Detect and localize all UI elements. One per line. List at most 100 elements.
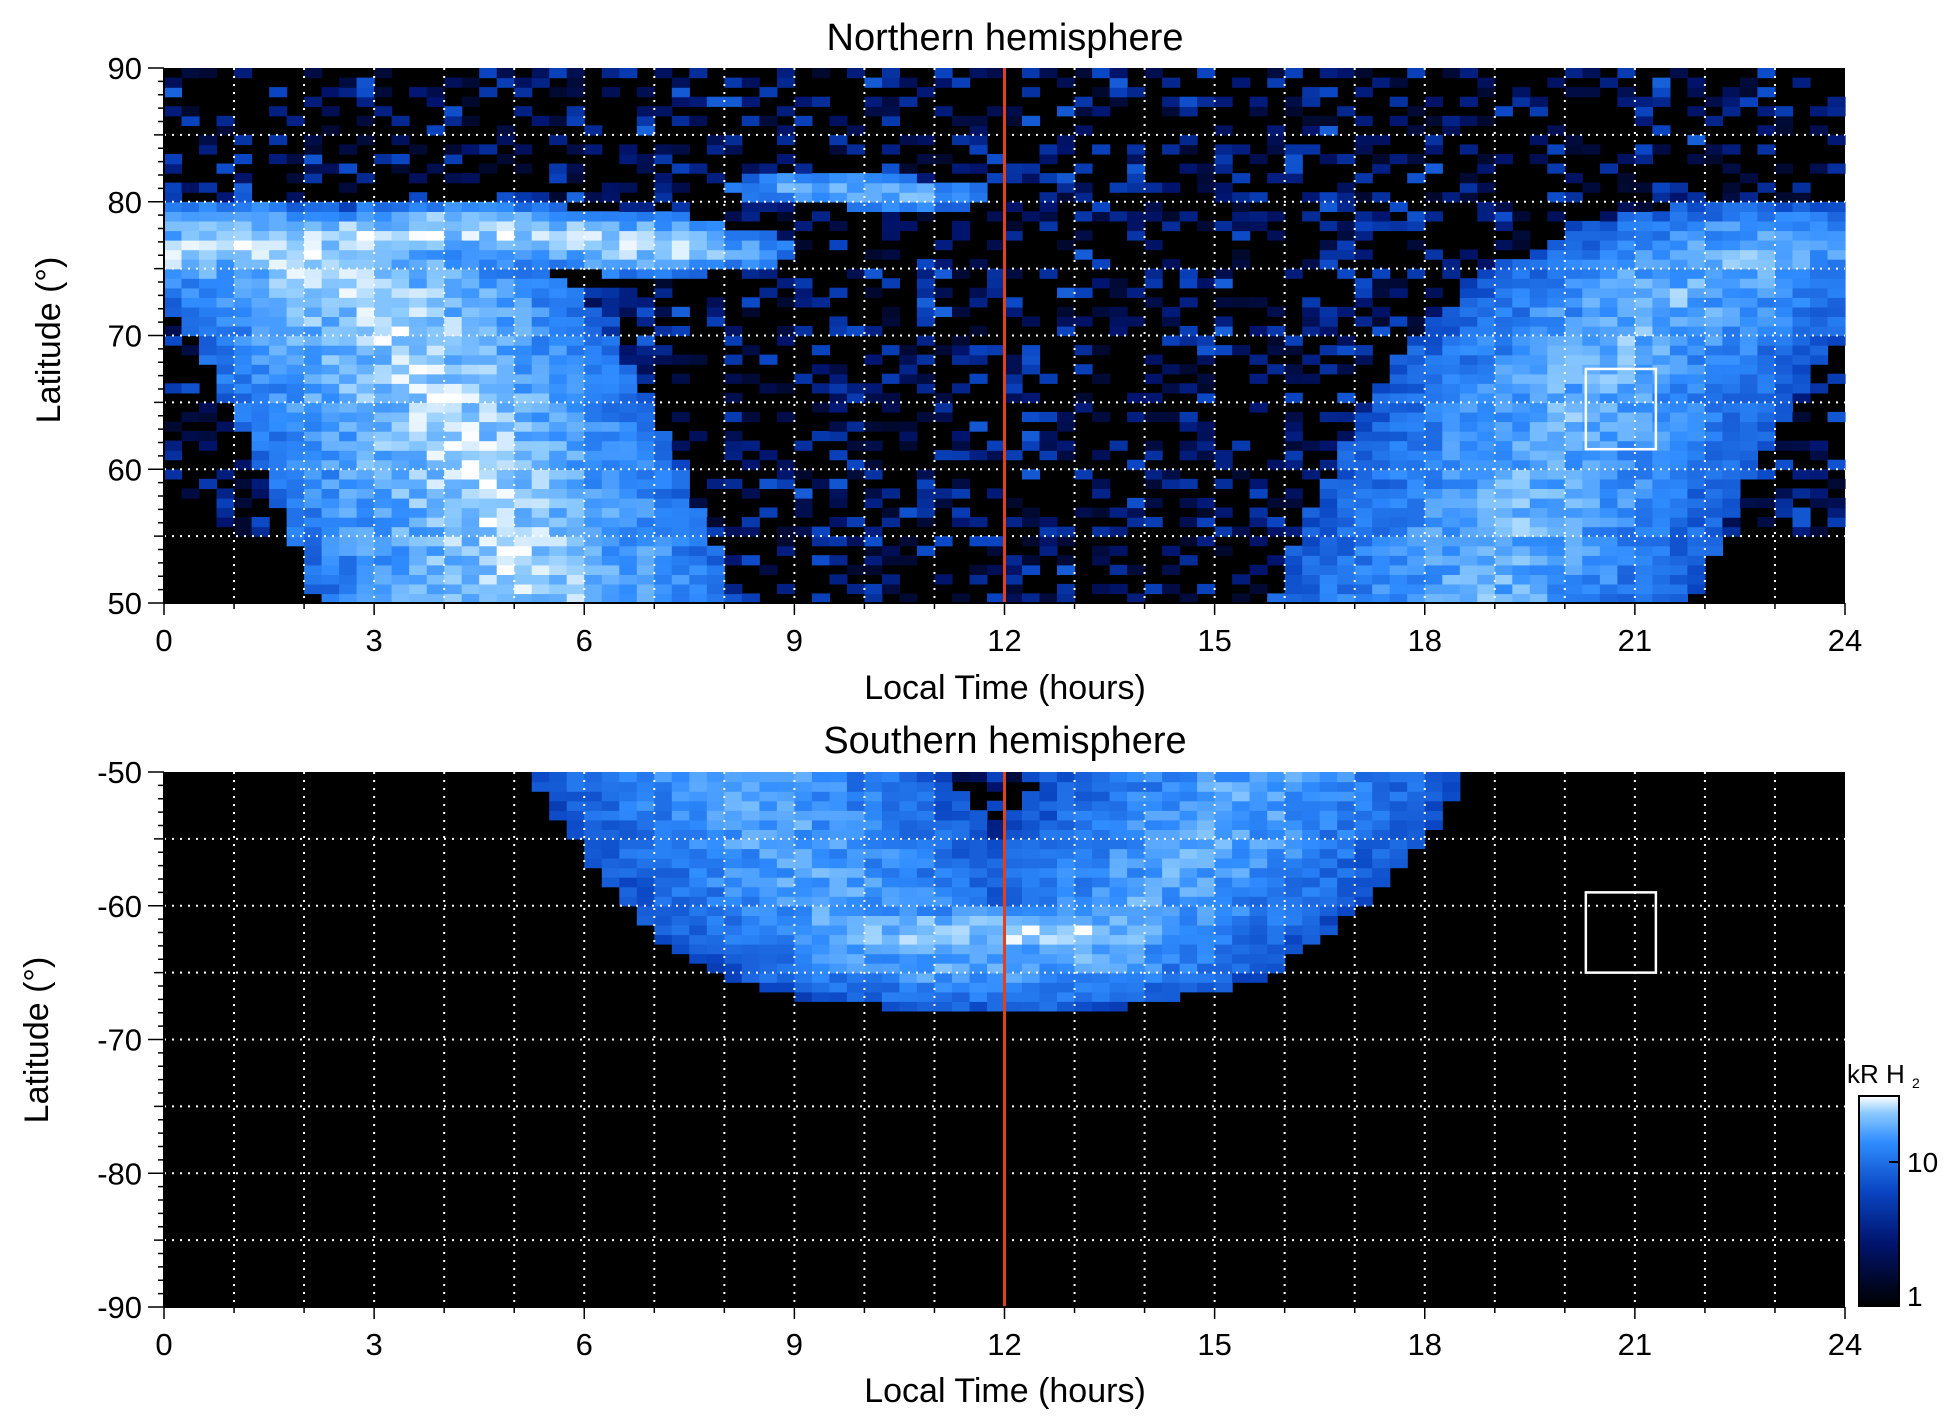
heat-cell — [1407, 791, 1426, 802]
heat-cell — [934, 963, 953, 974]
heat-cell — [776, 877, 795, 888]
heat-cell — [1372, 593, 1391, 604]
heat-cell — [1810, 106, 1829, 117]
heat-cell — [776, 478, 795, 489]
heat-cell — [584, 297, 603, 308]
heat-cell — [619, 259, 638, 270]
heat-cell — [1477, 77, 1496, 88]
heat-cell — [514, 402, 533, 413]
heat-cell — [1827, 134, 1846, 146]
heat-cell — [724, 838, 743, 850]
heat-cell — [199, 411, 218, 423]
heat-cell — [619, 838, 638, 850]
heat-cell — [566, 536, 585, 547]
heat-cell — [1232, 77, 1251, 88]
heat-cell — [1179, 877, 1198, 888]
heat-cell — [409, 440, 428, 451]
heat-cell — [1284, 488, 1303, 499]
heat-cell — [1162, 905, 1181, 916]
heat-cell — [881, 848, 900, 859]
heat-cell — [1057, 1001, 1076, 1012]
heat-cell — [1634, 268, 1653, 279]
heat-cell — [881, 838, 900, 850]
heat-cell — [321, 249, 340, 260]
heat-cell — [269, 383, 288, 394]
heat-cell — [479, 411, 498, 423]
heat-cell — [1687, 240, 1706, 251]
heat-cell — [444, 345, 463, 356]
heat-cell — [881, 68, 900, 79]
heat-cell — [811, 96, 830, 107]
x-tick-label: 6 — [576, 623, 593, 658]
heat-cell — [1564, 574, 1583, 585]
heat-cell — [706, 564, 725, 575]
heat-cell — [444, 220, 463, 232]
heat-cell — [601, 517, 620, 528]
heat-cell — [952, 593, 971, 604]
heat-cell — [619, 574, 638, 585]
heat-cell — [321, 411, 340, 423]
heat-cell — [1564, 316, 1583, 327]
heat-cell — [304, 555, 323, 566]
heat-cell — [1669, 268, 1688, 279]
heat-cell — [636, 459, 655, 470]
heat-cell — [496, 517, 515, 528]
heat-cell — [987, 915, 1006, 926]
heat-cell — [531, 287, 550, 298]
heat-cell — [916, 335, 935, 346]
heat-cell — [1792, 268, 1811, 279]
heat-cell — [1547, 536, 1566, 547]
heat-cell — [1669, 431, 1688, 442]
heat-cell — [1407, 517, 1426, 528]
heat-cell — [496, 77, 515, 88]
heat-cell — [829, 905, 848, 916]
heat-cell — [251, 230, 270, 241]
heat-cell — [1827, 163, 1846, 174]
heat-cell — [654, 915, 673, 926]
heat-cell — [1039, 1001, 1058, 1012]
heat-cell — [426, 364, 445, 375]
heat-cell — [969, 991, 988, 1002]
heat-cell — [741, 459, 760, 470]
heat-cell — [1599, 555, 1618, 566]
heat-cell — [181, 287, 200, 298]
heat-cell — [1477, 593, 1496, 604]
heat-cell — [584, 192, 603, 203]
heat-cell — [636, 497, 655, 509]
heat-cell — [601, 87, 620, 98]
heat-cell — [811, 478, 830, 489]
heat-cell — [1564, 354, 1583, 365]
heat-cell — [1354, 858, 1373, 869]
heat-cell — [1074, 791, 1093, 802]
heat-cell — [391, 574, 410, 585]
heat-cell — [1617, 488, 1636, 499]
heat-cell — [514, 144, 533, 155]
heat-cell — [846, 800, 865, 811]
heat-cell — [1407, 125, 1426, 136]
heat-cell — [1652, 87, 1671, 98]
heat-cell — [1039, 593, 1058, 604]
heat-cell — [444, 144, 463, 155]
heat-cell — [706, 772, 725, 783]
heat-cell — [881, 488, 900, 499]
heat-cell — [1512, 345, 1531, 356]
heat-cell — [339, 421, 358, 432]
heat-cell — [1617, 287, 1636, 298]
heat-cell — [1127, 924, 1146, 936]
heat-cell — [374, 297, 393, 308]
heat-cell — [1057, 421, 1076, 432]
heat-cell — [496, 154, 515, 165]
heat-cell — [514, 488, 533, 499]
heat-cell — [479, 497, 498, 509]
heat-cell — [1494, 497, 1513, 509]
heat-cell — [234, 478, 253, 489]
heat-cell — [916, 287, 935, 298]
heat-cell — [1232, 345, 1251, 356]
heat-cell — [1634, 459, 1653, 470]
heat-cell — [952, 115, 971, 126]
heat-cell — [1022, 772, 1041, 783]
heat-cell — [1582, 297, 1601, 308]
heat-cell — [1617, 497, 1636, 509]
heat-cell — [864, 96, 883, 107]
heat-cell — [1459, 517, 1478, 528]
